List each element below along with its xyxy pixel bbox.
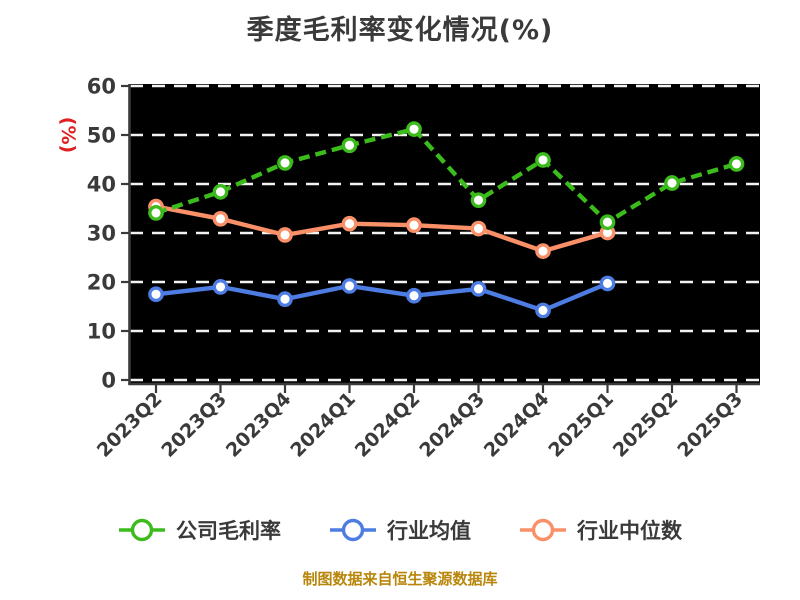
data-point-industry-mean-2025Q1 bbox=[599, 275, 616, 292]
data-point-company-margin-2025Q3 bbox=[728, 156, 745, 172]
data-point-company-margin-2025Q1 bbox=[599, 214, 616, 231]
data-point-industry-mean-2023Q2 bbox=[148, 286, 164, 303]
chart-title: 季度毛利率变化情况(%) bbox=[246, 15, 554, 46]
x-tick-label-2024Q3: 2024Q3 bbox=[415, 388, 489, 462]
legend-marker-industry-median-icon bbox=[520, 518, 566, 542]
x-tick-label-2023Q4: 2023Q4 bbox=[222, 388, 296, 462]
legend-item-company-margin: 公司毛利率 bbox=[118, 515, 281, 545]
series-line-company-margin bbox=[155, 126, 738, 225]
y-tick-label-50: 50 bbox=[87, 124, 116, 148]
x-tick-label-2023Q2: 2023Q2 bbox=[93, 388, 167, 462]
data-point-industry-mean-2023Q3 bbox=[212, 279, 229, 295]
x-tick-label-2025Q2: 2025Q2 bbox=[609, 388, 683, 462]
x-tick-label-2024Q1: 2024Q1 bbox=[286, 388, 360, 462]
x-tick-label-2025Q1: 2025Q1 bbox=[544, 388, 618, 462]
series-line-industry-mean bbox=[155, 281, 609, 313]
data-point-industry-median-2024Q4 bbox=[535, 243, 551, 259]
series-line-industry-median bbox=[155, 204, 609, 254]
data-source-note: 制图数据来自恒生聚源数据库 bbox=[302, 570, 498, 588]
data-point-industry-median-2023Q3 bbox=[212, 210, 229, 227]
data-point-industry-mean-2024Q4 bbox=[535, 302, 551, 319]
data-point-industry-mean-2024Q1 bbox=[341, 278, 358, 294]
y-tick-label-60: 60 bbox=[87, 75, 116, 99]
legend-marker-company-margin-icon bbox=[119, 518, 165, 542]
data-point-industry-mean-2023Q4 bbox=[277, 291, 293, 307]
data-point-company-margin-2023Q2 bbox=[148, 205, 164, 221]
data-point-company-margin-2023Q4 bbox=[277, 155, 293, 171]
data-point-industry-median-2024Q2 bbox=[406, 217, 422, 234]
y-axis-unit-label: (%) bbox=[57, 117, 79, 153]
data-point-industry-mean-2024Q3 bbox=[470, 281, 487, 297]
data-point-company-margin-2024Q3 bbox=[470, 192, 487, 209]
y-tick-label-20: 20 bbox=[87, 271, 116, 295]
y-tick-label-10: 10 bbox=[87, 320, 116, 344]
legend-label-industry-median: 行业中位数 bbox=[577, 519, 682, 543]
data-point-industry-median-2023Q4 bbox=[277, 227, 293, 243]
legend-label-industry-mean: 行业均值 bbox=[387, 519, 471, 543]
data-point-company-margin-2024Q4 bbox=[535, 152, 551, 168]
y-tick-label-0: 0 bbox=[101, 369, 116, 393]
data-point-industry-mean-2024Q2 bbox=[406, 287, 422, 304]
data-point-company-margin-2024Q1 bbox=[341, 137, 358, 154]
x-tick-label-2024Q4: 2024Q4 bbox=[480, 388, 554, 462]
data-point-industry-median-2024Q3 bbox=[470, 220, 487, 237]
x-tick-label-2024Q2: 2024Q2 bbox=[351, 388, 425, 462]
legend-item-industry-median: 行业中位数 bbox=[519, 515, 682, 545]
x-tick-label-2025Q3: 2025Q3 bbox=[673, 388, 747, 462]
x-tick-label-2023Q3: 2023Q3 bbox=[157, 388, 231, 462]
legend-label-company-margin: 公司毛利率 bbox=[176, 519, 281, 543]
data-point-company-margin-2025Q2 bbox=[664, 175, 680, 191]
data-point-industry-median-2024Q1 bbox=[341, 215, 358, 232]
y-tick-label-40: 40 bbox=[87, 173, 116, 197]
y-tick-label-30: 30 bbox=[87, 222, 116, 246]
data-point-company-margin-2023Q3 bbox=[212, 183, 229, 200]
legend-marker-industry-mean-icon bbox=[330, 518, 376, 542]
legend-item-industry-mean: 行业均值 bbox=[329, 515, 471, 545]
data-point-company-margin-2024Q2 bbox=[406, 121, 422, 137]
legend: 公司毛利率 行业均值 行业中位数 bbox=[0, 515, 800, 545]
